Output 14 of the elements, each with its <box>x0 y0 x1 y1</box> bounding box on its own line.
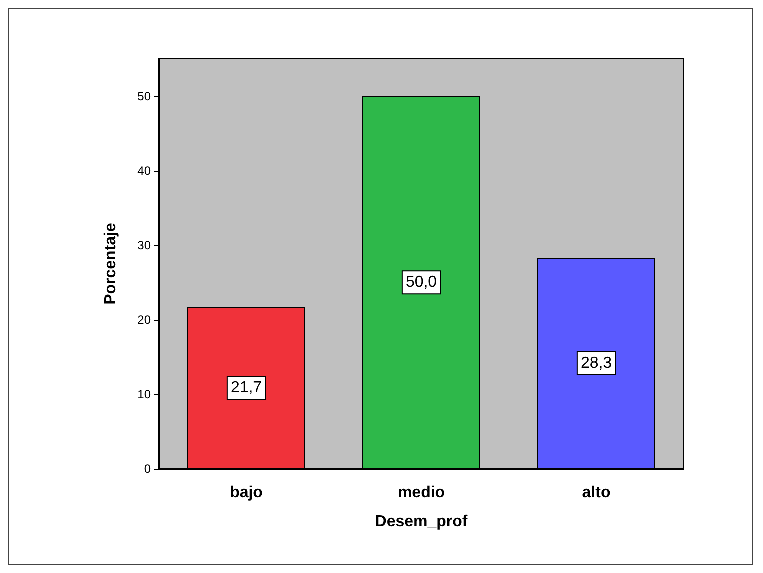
y-axis-title: Porcentaje <box>102 222 120 305</box>
data-label: 50,0 <box>406 274 438 292</box>
x-axis-title: Desem_prof <box>375 514 468 530</box>
x-tick-label: medio <box>398 484 446 502</box>
y-tick-label: 50 <box>138 89 152 104</box>
y-tick-label: 0 <box>144 462 152 476</box>
y-tick-label: 30 <box>138 238 152 252</box>
data-label: 28,3 <box>580 355 612 372</box>
data-label: 21,7 <box>230 380 262 397</box>
y-tick-label: 20 <box>138 312 152 327</box>
y-tick-label: 40 <box>138 164 152 178</box>
x-tick-label: bajo <box>230 484 264 502</box>
y-tick-label: 10 <box>138 387 152 402</box>
x-tick-label: alto <box>582 484 611 502</box>
